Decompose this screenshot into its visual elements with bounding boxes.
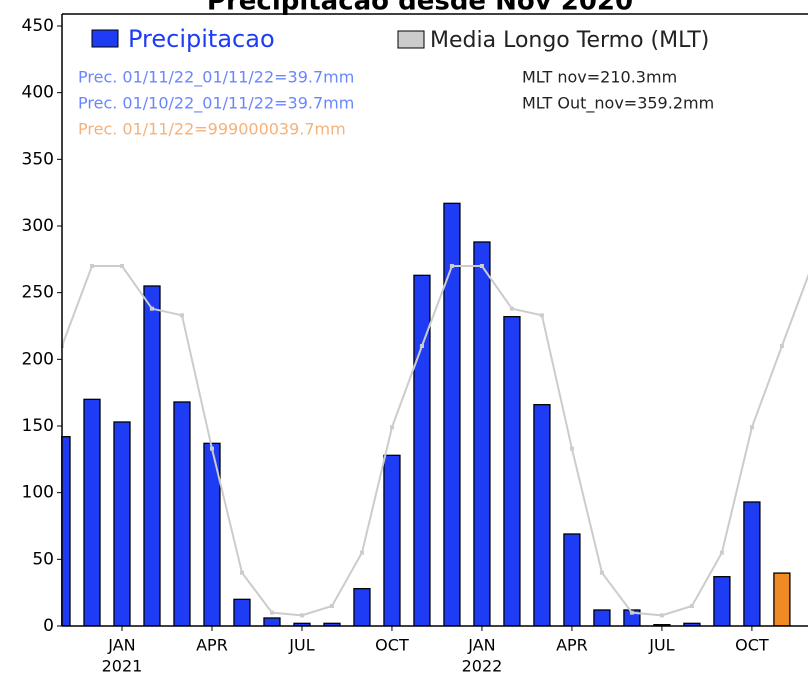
annotation: MLT nov=210.3mm [522,68,677,87]
annotation: Prec. 01/11/22_01/11/22=39.7mm [78,68,354,88]
y-tick-label: 350 [22,149,54,169]
mlt-point [89,264,94,268]
bar [473,241,491,626]
bar [743,501,761,626]
bar [173,401,191,626]
bar [593,609,611,626]
y-tick-label: 50 [32,549,54,569]
mlt-point [269,610,274,615]
y-tick-label: 450 [22,16,54,36]
mlt-point [509,306,514,311]
legend-swatch [91,29,119,48]
bar [83,398,101,626]
bar [203,442,221,626]
mlt-point [449,264,454,268]
x-year-label: 2021 [102,657,143,676]
x-tick-label: APR [196,636,228,655]
x-year-label: 2022 [462,657,503,676]
mlt-point [569,446,574,451]
bar [383,454,401,626]
mlt-point [179,313,184,318]
y-tick-label: 200 [22,349,54,369]
y-tick-label: 250 [22,283,54,303]
plot [61,202,808,626]
y-tick-label: 150 [22,416,54,436]
mlt-point [419,344,424,348]
y-tick-label: 400 [22,83,54,103]
mlt-point [719,550,724,555]
mlt-point [659,613,664,618]
mlt-point [629,610,634,615]
x-tick-label: OCT [375,636,409,655]
legend-label: Media Longo Termo (MLT) [430,28,709,53]
bar [773,572,791,626]
bar [503,316,521,626]
x-tick-label: JUL [288,636,314,655]
mlt-point [689,604,694,608]
mlt-point [149,306,154,311]
bar [413,274,431,626]
bar [143,285,161,626]
annotation: MLT Out_nov=359.2mm [522,94,714,114]
x-tick-label: JUL [648,636,674,655]
mlt-point [209,446,214,451]
bar [113,421,131,626]
mlt-point [539,313,544,318]
bar [533,404,551,626]
chart-title: Precipitacao desde Nov 2020 [207,0,633,17]
bar [353,588,371,626]
y-tick-label: 0 [43,616,54,636]
x-tick-label: JAN [467,636,495,655]
mlt-point [749,425,754,430]
mlt-point [329,604,334,608]
mlt-point [359,550,364,555]
legend-swatch [397,30,425,49]
annotation: Prec. 01/11/22=999000039.7mm [78,120,346,139]
bar [563,533,581,626]
mlt-point [599,570,604,575]
mlt-point [389,425,394,430]
bar [263,617,281,626]
mlt-point [779,344,784,348]
y-tick-label: 100 [22,483,54,503]
mlt-point [299,613,304,618]
annotation: Prec. 01/10/22_01/11/22=39.7mm [78,94,354,114]
x-tick-label: JAN [107,636,135,655]
y-tick-label: 300 [22,216,54,236]
bar [233,598,251,626]
x-tick-label: OCT [735,636,769,655]
mlt-point [479,264,484,268]
legend-label: Precipitacao [128,25,275,53]
mlt-point [239,570,244,575]
mlt-line [61,265,808,617]
bar [713,576,731,626]
mlt-point [119,264,124,268]
x-tick-label: APR [556,636,588,655]
